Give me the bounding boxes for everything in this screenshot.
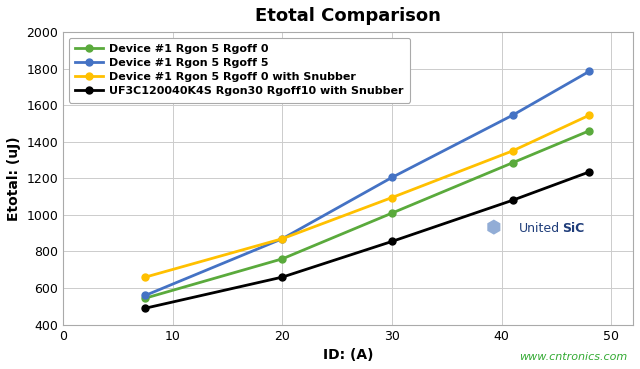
Line: UF3C120040K4S Rgon30 Rgoff10 with Snubber: UF3C120040K4S Rgon30 Rgoff10 with Snubbe… (142, 169, 593, 312)
Device #1 Rgon 5 Rgoff 5 (586, 69, 593, 73)
Device #1 Rgon 5 Rgoff 0 (509, 161, 516, 165)
Device #1 Rgon 5 Rgoff 5 (509, 113, 516, 117)
Device #1 Rgon 5 Rgoff 0 (388, 211, 396, 215)
Title: Etotal Comparison: Etotal Comparison (255, 7, 441, 25)
Y-axis label: Etotal: (uJ): Etotal: (uJ) (7, 136, 21, 221)
Line: Device #1 Rgon 5 Rgoff 0: Device #1 Rgon 5 Rgoff 0 (142, 127, 593, 301)
Legend: Device #1 Rgon 5 Rgoff 0, Device #1 Rgon 5 Rgoff 5, Device #1 Rgon 5 Rgoff 0 wit: Device #1 Rgon 5 Rgoff 0, Device #1 Rgon… (68, 38, 410, 103)
UF3C120040K4S Rgon30 Rgoff10 with Snubber (141, 306, 149, 310)
Text: www.cntronics.com: www.cntronics.com (519, 352, 627, 362)
Device #1 Rgon 5 Rgoff 5 (278, 237, 286, 241)
Text: ⬢: ⬢ (486, 219, 501, 237)
Device #1 Rgon 5 Rgoff 0 with Snubber (388, 195, 396, 200)
Device #1 Rgon 5 Rgoff 0 (278, 256, 286, 261)
Device #1 Rgon 5 Rgoff 0 with Snubber (141, 275, 149, 279)
UF3C120040K4S Rgon30 Rgoff10 with Snubber (278, 275, 286, 279)
UF3C120040K4S Rgon30 Rgoff10 with Snubber (388, 239, 396, 244)
Text: SiC: SiC (562, 222, 584, 235)
X-axis label: ID: (A): ID: (A) (323, 348, 373, 362)
Line: Device #1 Rgon 5 Rgoff 5: Device #1 Rgon 5 Rgoff 5 (142, 68, 593, 299)
Device #1 Rgon 5 Rgoff 0 (586, 128, 593, 133)
Device #1 Rgon 5 Rgoff 5 (141, 293, 149, 297)
Device #1 Rgon 5 Rgoff 0 (141, 296, 149, 300)
Text: United: United (519, 222, 560, 235)
UF3C120040K4S Rgon30 Rgoff10 with Snubber (509, 198, 516, 203)
UF3C120040K4S Rgon30 Rgoff10 with Snubber (586, 170, 593, 174)
Device #1 Rgon 5 Rgoff 0 with Snubber (509, 149, 516, 153)
Device #1 Rgon 5 Rgoff 0 with Snubber (586, 113, 593, 117)
Device #1 Rgon 5 Rgoff 5 (388, 175, 396, 180)
Device #1 Rgon 5 Rgoff 0 with Snubber (278, 237, 286, 241)
Line: Device #1 Rgon 5 Rgoff 0 with Snubber: Device #1 Rgon 5 Rgoff 0 with Snubber (142, 112, 593, 280)
